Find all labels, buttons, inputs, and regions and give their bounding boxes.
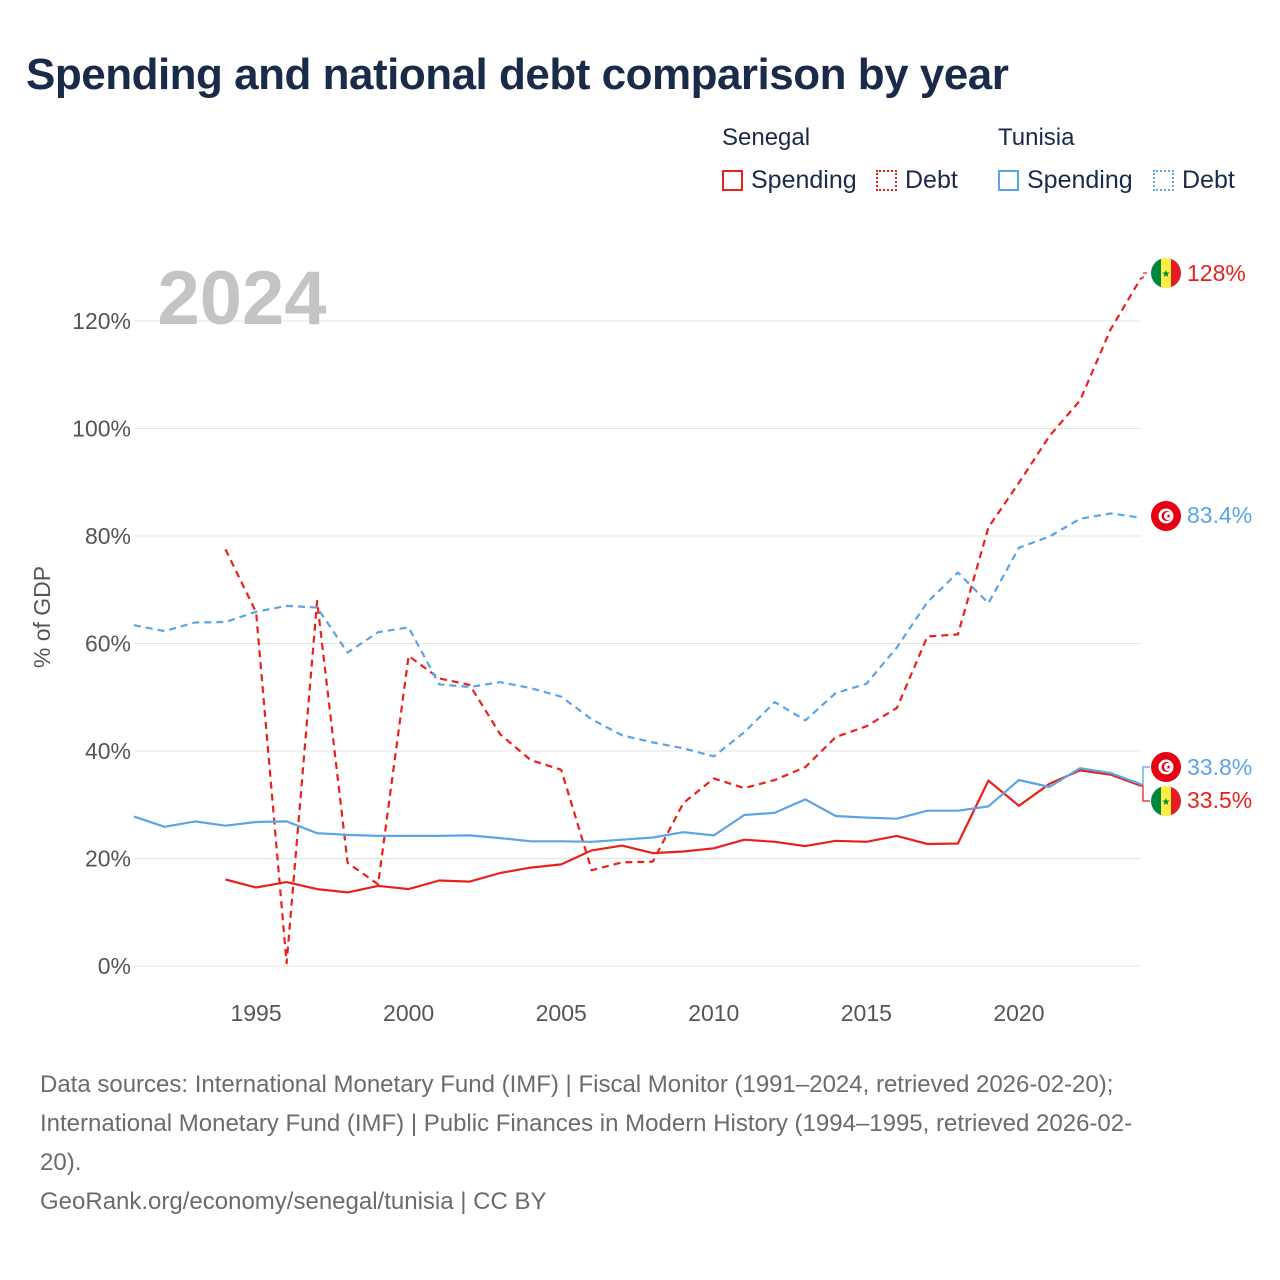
end-label-connector (1141, 272, 1150, 279)
series-line-tunisia-spending[interactable] (133, 767, 1142, 843)
senegal-flag-icon: ★ (1151, 258, 1181, 288)
y-tick-label: 80% (85, 523, 131, 549)
legend-label-senegal-debt: Debt (905, 166, 958, 194)
legend-label-tunisia-spending: Spending (1027, 166, 1133, 194)
legend-swatch-solid-icon (722, 170, 743, 191)
senegal-flag-icon: ★ (1151, 786, 1181, 816)
y-tick-label: 100% (72, 416, 131, 442)
y-tick-label: 60% (85, 631, 131, 657)
x-tick-label: 2005 (536, 1000, 587, 1026)
end-label-senegal-debt: 128% (1187, 260, 1246, 286)
y-tick-label: 20% (85, 846, 131, 872)
legend-label-tunisia-debt: Debt (1182, 166, 1235, 194)
y-tick-label: 40% (85, 738, 131, 764)
end-label-connector (1141, 785, 1150, 802)
series-lines (133, 277, 1142, 965)
legend-group-tunisia: Tunisia (998, 124, 1075, 151)
x-tick-label: 2020 (993, 1000, 1044, 1026)
legend-group-senegal: Senegal (722, 124, 811, 151)
source-credit-link[interactable]: GeoRank.org/economy/senegal/tunisia | CC… (40, 1188, 547, 1215)
source-line-2: International Monetary Fund (IMF) | Publ… (40, 1110, 1133, 1137)
legend-swatch-solid-icon (998, 170, 1019, 191)
end-label-senegal-spending: 33.5% (1187, 787, 1252, 813)
source-line-1: Data sources: International Monetary Fun… (40, 1071, 1114, 1098)
svg-text:★: ★ (1162, 269, 1171, 280)
x-axis: 1995 2000 2005 2010 2015 2020 (230, 1000, 1044, 1026)
x-tick-label: 2015 (841, 1000, 892, 1026)
tunisia-flag-icon: ★ (1151, 501, 1181, 531)
end-label-connectors (1141, 272, 1150, 802)
legend-item-tunisia-debt[interactable]: Debt (1153, 166, 1235, 195)
x-tick-label: 2010 (688, 1000, 739, 1026)
svg-text:★: ★ (1162, 797, 1171, 808)
source-line-3: 20). (40, 1149, 82, 1176)
y-axis-label: % of GDP (29, 566, 55, 668)
legend-label-senegal-spending: Spending (751, 166, 857, 194)
line-chart: 2024 0% 20% 40% 60% 80% 100% 120% 1995 2000 2005… (29, 256, 1252, 1026)
y-tick-label: 0% (98, 953, 131, 979)
series-line-tunisia-debt[interactable] (133, 512, 1142, 758)
series-line-senegal-debt[interactable] (224, 277, 1142, 965)
y-tick-label: 120% (72, 308, 131, 334)
tunisia-flag-icon: ★ (1151, 752, 1181, 782)
gridlines (134, 320, 1141, 967)
svg-text:★: ★ (1166, 764, 1171, 771)
chart-title: Spending and national debt comparison by… (26, 50, 1009, 99)
x-tick-label: 1995 (230, 1000, 281, 1026)
end-label-tunisia-spending: 33.8% (1187, 754, 1252, 780)
y-axis: 0% 20% 40% 60% 80% 100% 120% (72, 308, 131, 979)
x-tick-label: 2000 (383, 1000, 434, 1026)
svg-text:★: ★ (1166, 513, 1171, 520)
legend-swatch-dotted-icon (1153, 170, 1174, 191)
legend-item-senegal-debt[interactable]: Debt (876, 166, 958, 195)
legend-item-tunisia-spending[interactable]: Spending (998, 166, 1133, 195)
series-line-senegal-spending[interactable] (225, 769, 1142, 894)
year-watermark: 2024 (157, 256, 326, 341)
legend-item-senegal-spending[interactable]: Spending (722, 166, 857, 195)
end-label-tunisia-debt: 83.4% (1187, 502, 1252, 528)
legend-swatch-dotted-icon (876, 170, 897, 191)
end-label-connector (1141, 766, 1150, 785)
